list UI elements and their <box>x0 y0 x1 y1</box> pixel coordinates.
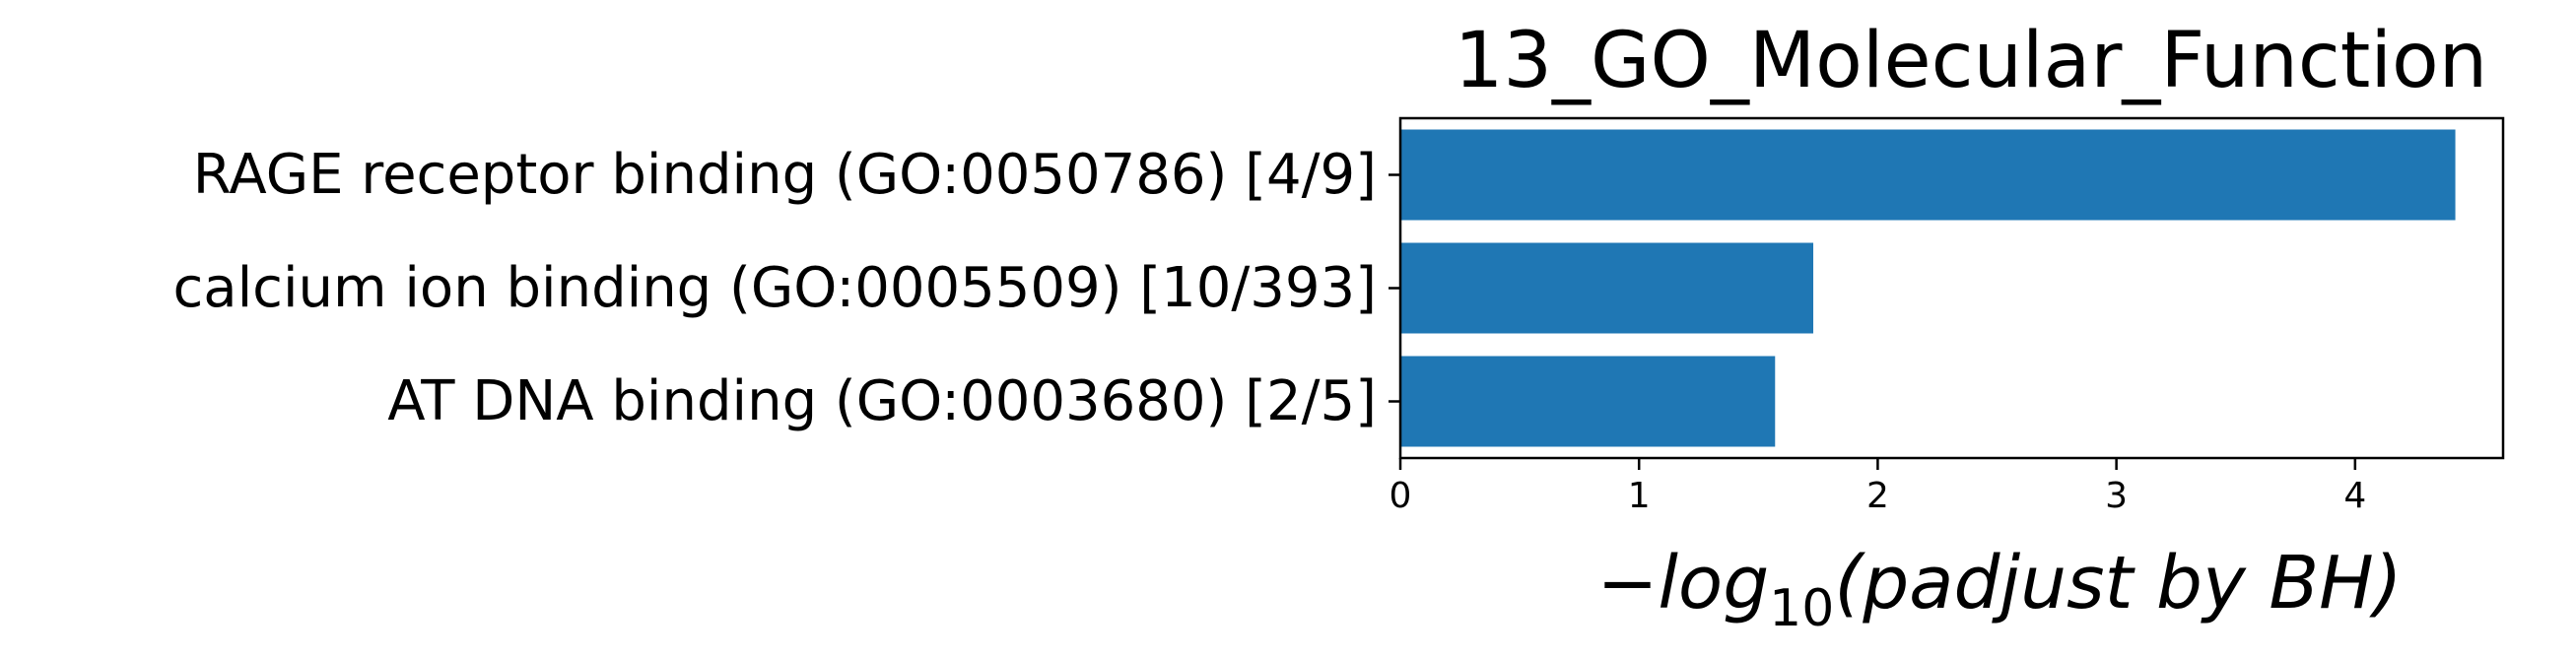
bar <box>1400 242 1814 334</box>
bar <box>1400 356 1776 447</box>
x-axis-label-prefix: − <box>1596 541 1658 625</box>
x-tick-label: 1 <box>1628 476 1651 516</box>
x-axis-label-rest: (padjust by BH) <box>1834 541 2402 625</box>
category-label: AT DNA binding (GO:0003680) [2/5] <box>387 369 1377 433</box>
category-labels: RAGE receptor binding (GO:0050786) [4/9]… <box>173 143 1400 433</box>
x-tick-label: 2 <box>1866 476 1889 516</box>
x-tick-label: 4 <box>2343 476 2366 516</box>
x-axis-label: −log10(padjust by BH) <box>1596 541 2402 638</box>
chart-title: 13_GO_Molecular_Function <box>1455 17 2487 105</box>
x-axis-label-base: 10 <box>1769 579 1834 638</box>
x-tick-label: 3 <box>2105 476 2128 516</box>
plot-frame <box>1398 116 2505 460</box>
category-label: calcium ion binding (GO:0005509) [10/393… <box>173 256 1377 320</box>
bar <box>1400 129 2456 221</box>
bars-group <box>1400 129 2456 447</box>
x-ticks: 0 1 2 3 4 <box>1390 458 2366 516</box>
x-axis-label-log: log <box>1658 541 1769 625</box>
category-label: RAGE receptor binding (GO:0050786) [4/9] <box>193 143 1377 207</box>
x-tick-label: 0 <box>1390 476 1412 516</box>
